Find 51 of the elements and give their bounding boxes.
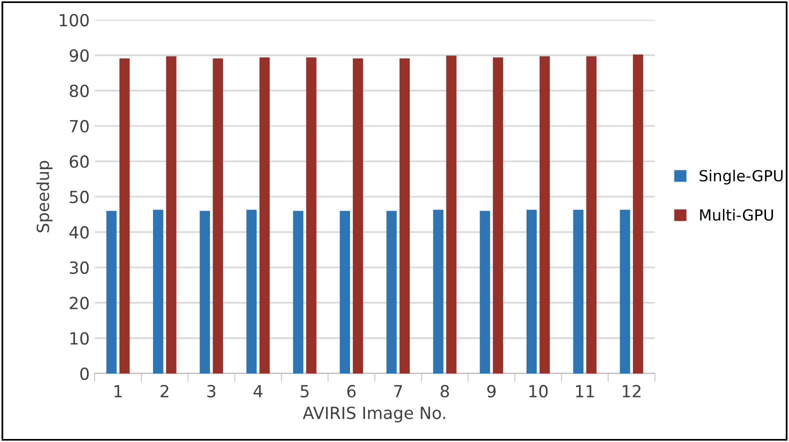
bar xyxy=(492,57,504,374)
x-tick-label: 9 xyxy=(487,384,496,398)
legend-label: Multi-GPU xyxy=(700,208,773,221)
y-tick-label: 50 xyxy=(70,190,89,204)
y-tick-label: 60 xyxy=(70,155,89,168)
bar xyxy=(632,54,644,374)
x-tick-label: 4 xyxy=(254,385,262,398)
bar xyxy=(480,210,490,374)
y-tick-label: 90 xyxy=(70,49,89,62)
y-tick-label: 20 xyxy=(70,296,89,310)
x-tick-label: 10 xyxy=(529,384,548,398)
x-tick-label: 2 xyxy=(160,384,168,398)
bar xyxy=(352,58,364,374)
bar xyxy=(293,210,304,374)
y-tick-label: 30 xyxy=(70,261,89,274)
bar xyxy=(166,56,176,374)
y-axis-title: Speedup xyxy=(36,160,52,232)
y-tick-label: 80 xyxy=(70,84,89,98)
y-tick-label: 100 xyxy=(60,14,89,26)
bar xyxy=(119,58,130,374)
bar xyxy=(340,210,350,374)
bar xyxy=(573,210,584,374)
bar xyxy=(259,57,270,374)
x-tick-label: 3 xyxy=(207,384,216,398)
x-tick-label: 12 xyxy=(622,384,640,398)
bar xyxy=(153,210,164,374)
bar xyxy=(246,210,257,374)
x-tick-label: 5 xyxy=(300,385,309,398)
bar xyxy=(386,210,397,374)
bar xyxy=(586,56,597,374)
x-tick-label: 8 xyxy=(440,384,449,398)
y-tick-label: 0 xyxy=(80,367,89,380)
x-tick-label: 6 xyxy=(347,384,356,398)
y-tick-label: 40 xyxy=(69,226,89,239)
bar xyxy=(106,210,117,374)
x-tick-label: 11 xyxy=(576,385,594,398)
y-tick-label: 70 xyxy=(70,120,89,133)
x-axis-title: AVIRIS Image No. xyxy=(302,406,446,422)
bar xyxy=(212,58,224,374)
bar xyxy=(306,57,316,374)
bar xyxy=(540,56,550,374)
legend-label: Single-GPU xyxy=(700,170,783,184)
bar xyxy=(446,56,456,374)
bar xyxy=(200,210,210,374)
x-tick-label: 1 xyxy=(114,385,122,398)
bar xyxy=(433,210,444,374)
x-tick-label: 7 xyxy=(394,385,402,398)
y-tick-label: 10 xyxy=(70,332,89,345)
bar xyxy=(400,58,410,374)
bar xyxy=(620,210,630,374)
bar xyxy=(526,210,537,374)
